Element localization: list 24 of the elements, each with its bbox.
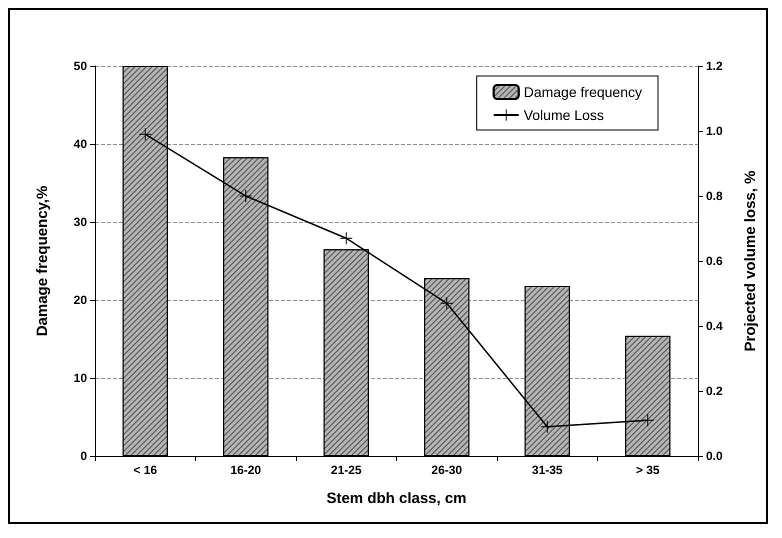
y2-tick-label: 0.2 — [706, 384, 724, 398]
x-tick-label: 21-25 — [330, 463, 362, 477]
x-tick-label: 31-35 — [532, 463, 563, 477]
y2-tick-label: 1.0 — [706, 124, 724, 138]
y2-tick-label: 1.2 — [706, 59, 724, 73]
y-tick-label: 40 — [74, 137, 88, 151]
x-tick-label: < 16 — [133, 463, 158, 477]
y2-tick-label: 0.0 — [706, 449, 724, 463]
x-axis-title: Stem dbh class, cm — [326, 490, 467, 507]
y2-tick-label: 0.6 — [706, 254, 724, 268]
y2-tick-label: 0.4 — [706, 319, 724, 333]
y-tick-label: 0 — [80, 449, 88, 463]
y-axis-title: Damage frequency,% — [34, 186, 51, 336]
legend-label: Volume Loss — [524, 107, 604, 123]
y-tick-label: 50 — [74, 59, 88, 73]
legend-label: Damage frequency — [524, 84, 642, 100]
y-tick-label: 10 — [74, 371, 88, 385]
y2-axis-title: Projected volume loss, % — [742, 170, 759, 352]
x-tick-label: > 35 — [636, 463, 660, 477]
y2-tick-label: 0.8 — [706, 189, 724, 203]
y-tick-label: 30 — [74, 215, 88, 229]
x-tick-label: 16-20 — [230, 463, 262, 477]
y-tick-label: 20 — [74, 293, 88, 307]
x-tick-label: 26-30 — [431, 463, 462, 477]
